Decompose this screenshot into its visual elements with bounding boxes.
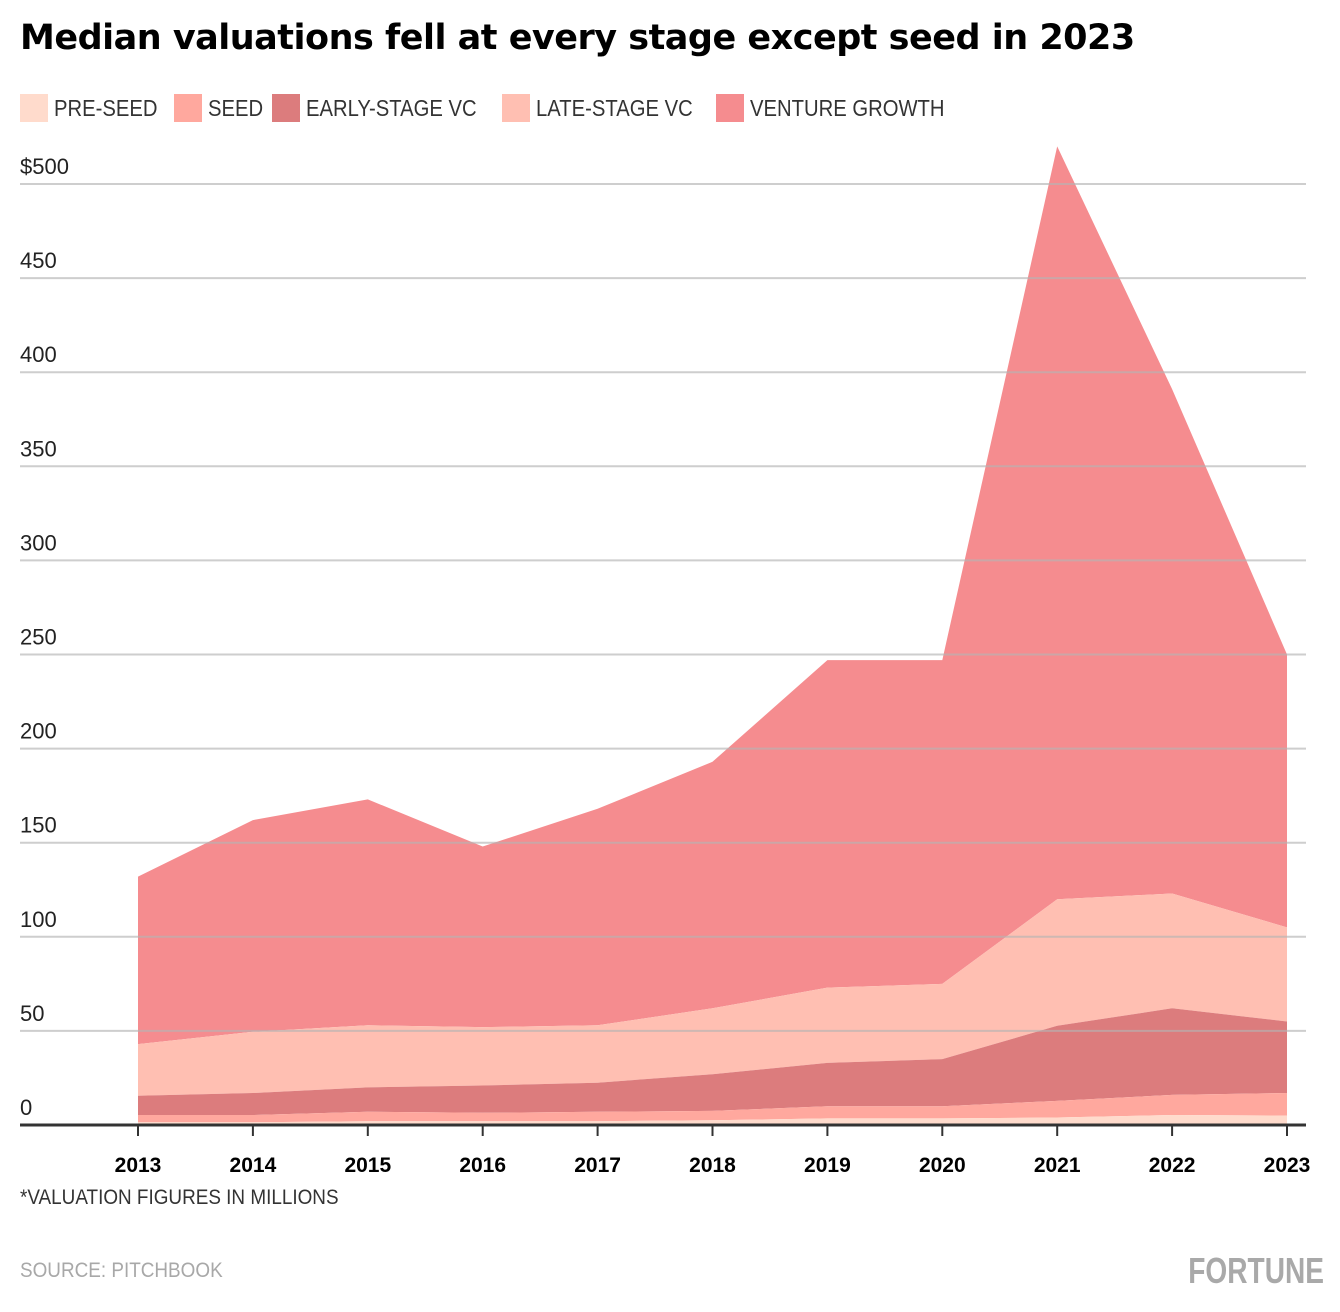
x-tick-label-2017: 2017 [574, 1154, 621, 1177]
area-pre-seed [138, 1115, 1287, 1125]
y-tick-label-150: 150 [20, 813, 57, 838]
x-tick-label-2016: 2016 [459, 1154, 506, 1177]
legend-label-seed: SEED [207, 94, 263, 121]
x-tick-label-2023: 2023 [1264, 1154, 1311, 1177]
x-tick-label-2019: 2019 [804, 1154, 851, 1177]
y-tick-label-350: 350 [20, 436, 57, 461]
area-seed [138, 1093, 1287, 1123]
y-tick-label-200: 200 [20, 719, 57, 744]
area-venture-growth [138, 146, 1287, 1045]
legend-item-pre-seed: PRE-SEED [20, 94, 158, 122]
legend-label-pre-seed: PRE-SEED [54, 94, 158, 121]
legend: PRE-SEED SEED EARLY-STAGE VC LATE-STAGE … [20, 92, 973, 124]
legend-item-early-stage-vc: EARLY-STAGE VC [272, 94, 486, 122]
legend-label-venture-growth: VENTURE GROWTH [750, 94, 945, 121]
legend-label-early-stage-vc: EARLY-STAGE VC [306, 94, 477, 121]
y-tick-label-50: 50 [20, 1001, 44, 1026]
footnote: *VALUATION FIGURES IN MILLIONS [20, 1186, 339, 1209]
legend-swatch-early-stage-vc [272, 94, 301, 122]
legend-swatch-late-stage-vc [502, 94, 531, 122]
y-tick-label-300: 300 [20, 530, 57, 555]
y-tick-label-450: 450 [20, 248, 57, 273]
legend-item-late-stage-vc: LATE-STAGE VC [502, 94, 700, 122]
y-tick-label-500: $500 [20, 154, 69, 179]
brand-logo: FORTUNE [1188, 1250, 1324, 1291]
legend-label-late-stage-vc: LATE-STAGE VC [536, 94, 693, 121]
area-early-stage-vc [138, 1008, 1287, 1115]
x-tick-label-2013: 2013 [115, 1154, 162, 1177]
y-tick-label-250: 250 [20, 625, 57, 650]
y-tick-label-400: 400 [20, 342, 57, 367]
x-tick-label-2021: 2021 [1034, 1154, 1081, 1177]
legend-swatch-seed [173, 94, 202, 122]
legend-item-seed: SEED [173, 94, 263, 122]
y-tick-label-100: 100 [20, 907, 57, 932]
x-tick-label-2022: 2022 [1149, 1154, 1196, 1177]
legend-item-venture-growth: VENTURE GROWTH [716, 94, 957, 122]
area-late-stage-vc [138, 893, 1287, 1096]
y-tick-label-0: 0 [20, 1095, 32, 1120]
x-tick-label-2020: 2020 [919, 1154, 966, 1177]
x-tick-label-2018: 2018 [689, 1154, 736, 1177]
source-note: SOURCE: PITCHBOOK [20, 1259, 223, 1282]
legend-swatch-venture-growth [716, 94, 745, 122]
legend-swatch-pre-seed [20, 94, 48, 122]
x-tick-label-2015: 2015 [344, 1154, 391, 1177]
chart-title: Median valuations fell at every stage ex… [20, 18, 1135, 58]
x-tick-label-2014: 2014 [230, 1154, 277, 1177]
